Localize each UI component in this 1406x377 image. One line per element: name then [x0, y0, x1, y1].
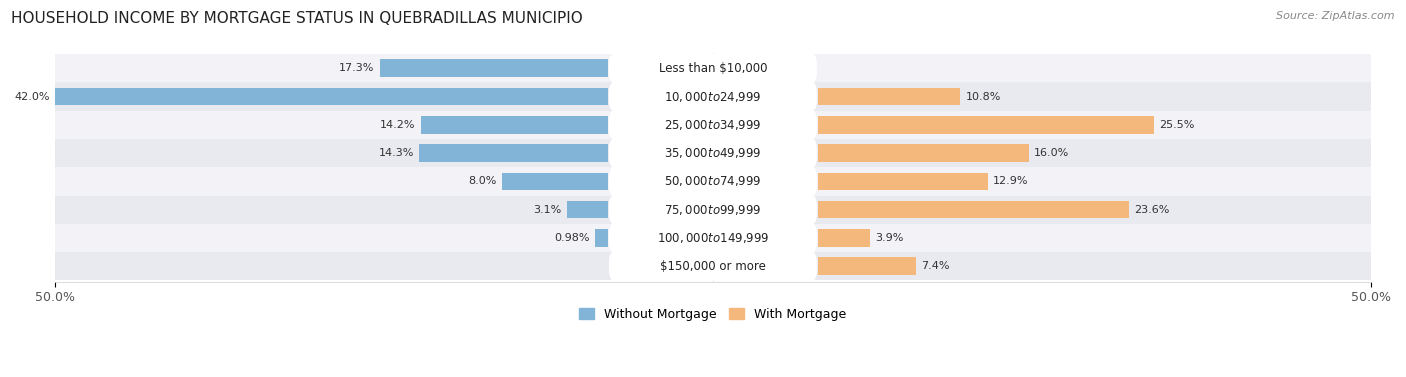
Text: 25.5%: 25.5%: [1159, 120, 1195, 130]
Text: 10.8%: 10.8%: [966, 92, 1001, 101]
Bar: [818, 144, 1029, 162]
Text: $25,000 to $34,999: $25,000 to $34,999: [664, 118, 762, 132]
Text: 12.9%: 12.9%: [993, 176, 1029, 186]
Bar: [818, 88, 960, 105]
Bar: [55, 83, 1371, 111]
Bar: [595, 229, 607, 247]
Bar: [420, 116, 607, 133]
Bar: [55, 167, 1371, 196]
Text: HOUSEHOLD INCOME BY MORTGAGE STATUS IN QUEBRADILLAS MUNICIPIO: HOUSEHOLD INCOME BY MORTGAGE STATUS IN Q…: [11, 11, 583, 26]
Text: 16.0%: 16.0%: [1033, 148, 1070, 158]
Text: 14.2%: 14.2%: [380, 120, 416, 130]
Text: $150,000 or more: $150,000 or more: [659, 260, 766, 273]
Bar: [55, 88, 607, 105]
Bar: [55, 196, 1371, 224]
Bar: [55, 139, 1371, 167]
Text: 3.9%: 3.9%: [875, 233, 903, 243]
Text: $10,000 to $24,999: $10,000 to $24,999: [664, 89, 762, 104]
Text: Source: ZipAtlas.com: Source: ZipAtlas.com: [1277, 11, 1395, 21]
Legend: Without Mortgage, With Mortgage: Without Mortgage, With Mortgage: [574, 303, 852, 326]
Bar: [55, 252, 1371, 280]
Bar: [55, 224, 1371, 252]
Text: $75,000 to $99,999: $75,000 to $99,999: [664, 203, 762, 217]
FancyBboxPatch shape: [609, 251, 817, 281]
FancyBboxPatch shape: [609, 82, 817, 111]
Text: $100,000 to $149,999: $100,000 to $149,999: [657, 231, 769, 245]
Bar: [380, 60, 607, 77]
Bar: [818, 201, 1129, 218]
FancyBboxPatch shape: [609, 110, 817, 139]
Text: 17.3%: 17.3%: [339, 63, 374, 73]
FancyBboxPatch shape: [609, 195, 817, 224]
Bar: [818, 229, 869, 247]
Text: 0.98%: 0.98%: [554, 233, 589, 243]
Bar: [55, 111, 1371, 139]
FancyBboxPatch shape: [609, 223, 817, 253]
Bar: [818, 116, 1154, 133]
Text: 14.3%: 14.3%: [378, 148, 415, 158]
Text: $50,000 to $74,999: $50,000 to $74,999: [664, 175, 762, 188]
FancyBboxPatch shape: [609, 167, 817, 196]
Text: 3.1%: 3.1%: [533, 205, 561, 215]
Bar: [55, 54, 1371, 83]
Bar: [818, 173, 988, 190]
Text: 8.0%: 8.0%: [468, 176, 498, 186]
Text: Less than $10,000: Less than $10,000: [658, 62, 768, 75]
Bar: [419, 144, 607, 162]
Text: 42.0%: 42.0%: [14, 92, 49, 101]
Bar: [818, 257, 915, 275]
Bar: [502, 173, 607, 190]
Bar: [567, 201, 607, 218]
Text: 7.4%: 7.4%: [921, 261, 949, 271]
Text: $35,000 to $49,999: $35,000 to $49,999: [664, 146, 762, 160]
FancyBboxPatch shape: [609, 54, 817, 83]
FancyBboxPatch shape: [609, 138, 817, 168]
Text: 23.6%: 23.6%: [1135, 205, 1170, 215]
